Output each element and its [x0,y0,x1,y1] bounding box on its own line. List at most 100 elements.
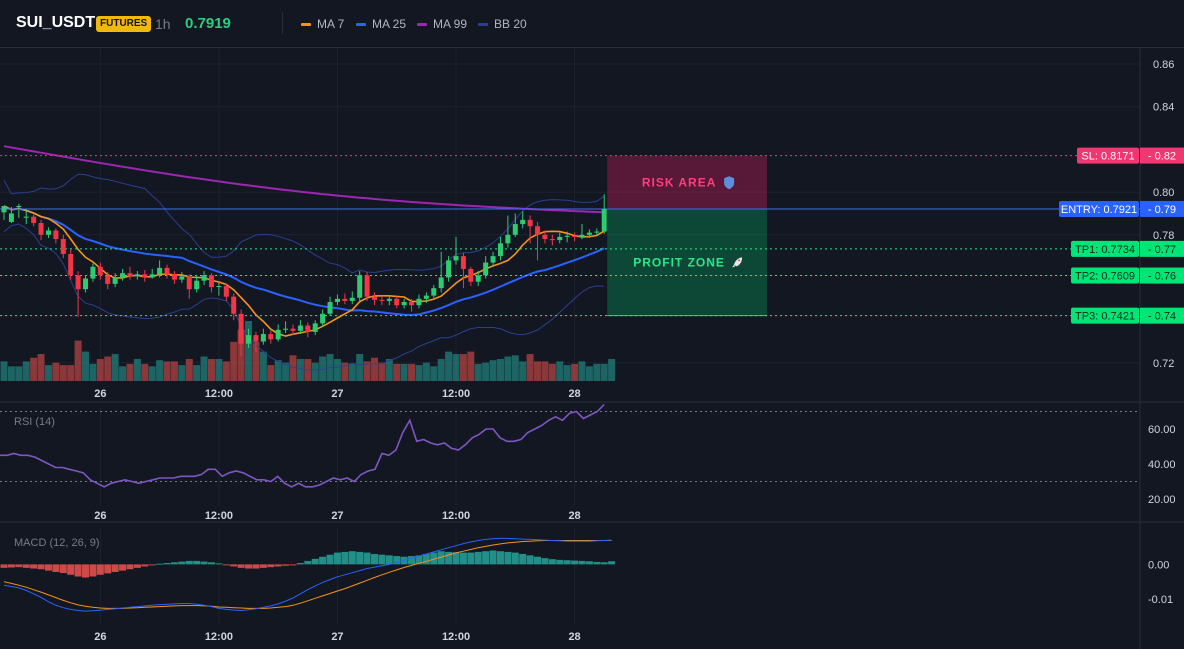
candle-body [201,275,207,281]
candle-body [327,302,333,314]
volume-bar [119,366,127,381]
volume-bar [452,354,460,381]
time-tick-label: 28 [568,510,580,522]
volume-bar [371,357,378,381]
time-axes: 26 12:00 27 12:00 28 26 12:00 27 12:00 28 26 12:00 2… [94,388,580,643]
price-tick-label: 0.80 [1153,187,1174,199]
volume-bar [96,358,104,381]
macd-hist-bar [548,559,556,565]
macd-hist-bar [333,552,341,565]
volume-bar [89,363,97,381]
time-tick-label: 12:00 [442,510,470,522]
level-tag-bg [1059,200,1139,217]
volume-bar [230,341,238,381]
volume-bar [0,361,8,381]
time-tick-label: 12:00 [205,388,233,400]
volume-bar [178,365,186,381]
price-tick-label: 0.72 [1153,358,1174,370]
volume-bar [385,358,393,381]
symbol-name[interactable]: SUI_USDT [16,14,96,31]
candle-body [468,268,474,282]
candle-body [357,275,363,298]
axis-price-bg [1140,147,1184,164]
axis-price-bg [1140,267,1184,284]
macd-hist-bar [489,550,497,565]
volume-bar [333,358,341,381]
macd-hist-bar [348,551,356,565]
volume-bar [22,361,30,381]
macd-signal-line [3,540,612,609]
candle-body [579,234,585,237]
candle-body [290,328,296,331]
candle-body [505,234,511,244]
volume-bar [74,340,82,381]
macd-hist-bar [393,556,401,565]
volume-bars [0,321,616,381]
macd-hist-bar [111,564,119,572]
legend-ma25[interactable]: MA 25 [356,16,406,32]
macd-hist-bar [30,564,38,569]
candle-body [483,262,489,276]
volume-bar [363,361,371,381]
level-tag-bg [1077,147,1139,164]
macd-hist-bar [445,551,453,565]
volume-bar [207,358,215,381]
macd-hist-bar [59,564,67,574]
price-tick-label: 0.78 [1153,230,1174,242]
candle-body [60,239,66,254]
axis-price-bg [1140,200,1184,217]
macd-hist-bar [593,561,601,565]
macd-hist-bar [82,564,90,578]
macd-hist-bar [156,563,164,565]
volume-bar [296,358,304,381]
macd-hist-bar [215,563,223,565]
volume-bar [193,365,201,381]
level-tag: ENTRY: 0.7921 - 0.79 [1059,200,1184,217]
macd-hist-bar [296,562,304,565]
interval-label[interactable]: 1h [155,16,171,32]
volume-bar [534,361,542,381]
macd-hist-bar [22,564,30,568]
candle-body [401,302,407,306]
macd-hist-bar [408,556,416,565]
candle-body [349,297,355,301]
macd-hist-bar [141,564,149,567]
legend-ma99[interactable]: MA 99 [417,16,467,32]
volume-bar [593,363,601,381]
candle-body [127,273,133,277]
candle-body [8,213,14,222]
macd-hist-bar [52,564,60,572]
legend-ma7[interactable]: MA 7 [301,16,344,32]
candle-body [572,235,578,237]
macd-hist-bar [519,553,527,565]
rsi-tick-label: 60.00 [1148,424,1176,436]
volume-bar [289,355,297,381]
macd-hist-bar [282,564,290,566]
macd-hist-bar [267,564,275,568]
legend-bb20[interactable]: BB 20 [478,16,527,32]
volume-bar [126,363,134,381]
candle-body [216,286,222,288]
time-tick-label: 26 [94,510,106,522]
candle-body [208,275,214,288]
macd-hist-bar [341,551,349,565]
macd-hist-bar [230,564,238,567]
macd-hist-bar [482,551,490,565]
volume-bar [496,358,504,381]
candle-body [409,302,415,306]
candle-body [342,298,348,301]
time-tick-label: 12:00 [205,631,233,643]
moving-averages [3,145,605,337]
candle-body [460,256,466,269]
candle-body [586,232,592,235]
volume-bar [245,321,253,381]
candle-body [512,224,518,235]
volume-bar [585,366,593,381]
macd-hist-bar [148,564,156,566]
time-tick-label: 26 [94,388,106,400]
candle-body [490,256,496,263]
last-price: 0.7919 [185,15,231,32]
candle-body [90,266,96,279]
volume-bar [148,366,156,381]
